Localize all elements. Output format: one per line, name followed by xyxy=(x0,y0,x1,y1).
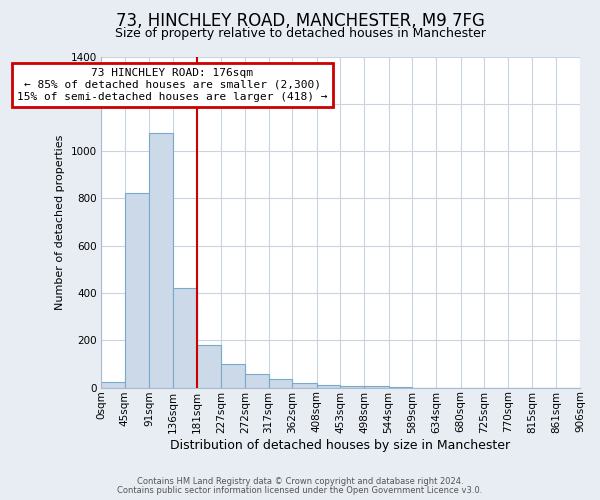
Bar xyxy=(269,380,292,388)
Text: 73 HINCHLEY ROAD: 176sqm
← 85% of detached houses are smaller (2,300)
15% of sem: 73 HINCHLEY ROAD: 176sqm ← 85% of detach… xyxy=(17,68,328,102)
Text: Contains HM Land Registry data © Crown copyright and database right 2024.: Contains HM Land Registry data © Crown c… xyxy=(137,477,463,486)
Bar xyxy=(292,384,317,388)
Bar xyxy=(317,385,340,388)
Bar xyxy=(173,288,197,388)
Bar xyxy=(197,345,221,388)
Bar xyxy=(149,134,173,388)
Bar xyxy=(221,364,245,388)
Y-axis label: Number of detached properties: Number of detached properties xyxy=(55,134,65,310)
Bar xyxy=(364,386,389,388)
Text: Size of property relative to detached houses in Manchester: Size of property relative to detached ho… xyxy=(115,28,485,40)
Text: Contains public sector information licensed under the Open Government Licence v3: Contains public sector information licen… xyxy=(118,486,482,495)
Bar xyxy=(125,192,149,388)
Bar xyxy=(101,382,125,388)
Bar xyxy=(340,386,364,388)
Bar xyxy=(245,374,269,388)
Text: 73, HINCHLEY ROAD, MANCHESTER, M9 7FG: 73, HINCHLEY ROAD, MANCHESTER, M9 7FG xyxy=(116,12,484,30)
X-axis label: Distribution of detached houses by size in Manchester: Distribution of detached houses by size … xyxy=(170,440,511,452)
